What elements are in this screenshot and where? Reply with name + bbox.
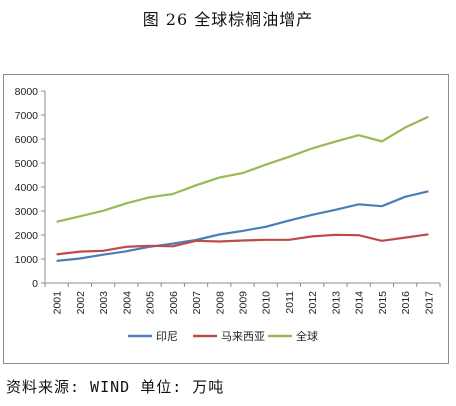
x-tick-label: 2007 — [191, 291, 203, 315]
source-note: 资料来源: WIND 单位: 万吨 — [6, 378, 225, 396]
y-tick-label: 7000 — [15, 110, 39, 122]
legend-label: 印尼 — [156, 330, 178, 343]
x-tick-label: 2010 — [261, 291, 273, 315]
series-line — [56, 190, 429, 262]
y-tick-labels: 0 1000 2000 3000 4000 5000 6000 7000 8000 — [15, 86, 39, 290]
legend-label: 全球 — [296, 329, 318, 343]
figure-title: 图 26 全球棕榈油增产 — [142, 10, 314, 29]
y-tick-label: 6000 — [15, 134, 39, 146]
legend: 印尼 马来西亚 全球 — [128, 329, 318, 343]
x-tick-label: 2014 — [354, 291, 366, 315]
x-tick-label: 2002 — [75, 291, 87, 315]
y-tick-label: 5000 — [15, 158, 39, 170]
chart-axes — [41, 90, 441, 287]
y-tick-label: 0 — [32, 278, 38, 290]
y-tick-label: 4000 — [15, 182, 39, 194]
x-tick-label: 2004 — [121, 291, 133, 315]
x-tick-label: 2005 — [145, 291, 157, 315]
x-tick-labels: 2001 2002 2003 2004 2005 2006 2007 2008 2009 2010… — [52, 291, 436, 315]
y-tick-label: 2000 — [15, 230, 39, 242]
chart-frame — [3, 74, 449, 364]
series-line — [56, 115, 429, 223]
x-tick-label: 2016 — [400, 291, 412, 315]
x-tick-label: 2017 — [423, 291, 435, 315]
x-tick-label: 2006 — [168, 291, 180, 315]
x-tick-label: 2008 — [214, 291, 226, 315]
x-tick-label: 2012 — [307, 291, 319, 315]
x-tick-label: 2001 — [52, 291, 64, 315]
y-tick-label: 3000 — [15, 206, 39, 218]
y-tick-label: 8000 — [15, 86, 39, 98]
x-tick-label: 2009 — [238, 291, 250, 315]
series-line — [56, 233, 429, 256]
x-tick-label: 2013 — [330, 291, 342, 315]
series-lines — [56, 115, 429, 262]
legend-label: 马来西亚 — [221, 330, 265, 343]
x-tick-label: 2003 — [98, 291, 110, 315]
x-tick-label: 2011 — [284, 291, 296, 314]
y-tick-label: 1000 — [15, 254, 39, 266]
x-tick-label: 2015 — [377, 291, 389, 315]
